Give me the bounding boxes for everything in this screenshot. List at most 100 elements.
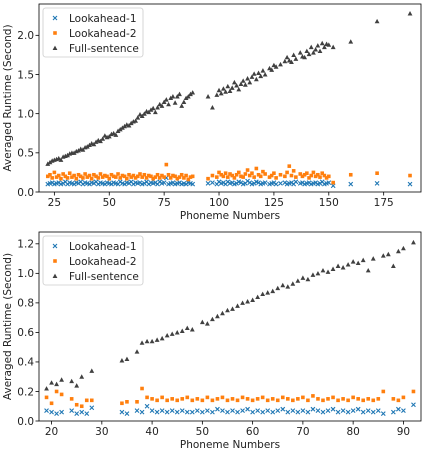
data-point [240,300,245,304]
x-tick-label: 50 [103,197,116,209]
data-point [120,358,125,362]
data-point [246,168,250,172]
data-point [285,284,290,288]
data-point [305,171,309,175]
data-point [351,409,355,413]
data-point [311,407,315,411]
data-point [381,412,385,416]
data-point [371,399,375,403]
data-point [220,311,225,315]
data-point [165,399,169,403]
x-tick-label: 40 [145,426,158,438]
data-point [254,77,259,81]
data-point [68,171,72,175]
y-axis-label: Averaged Runtime (Second) [2,24,14,171]
data-point [179,103,184,107]
data-point [180,173,184,177]
legend-label: Full-sentence [69,43,139,55]
data-point [90,177,94,181]
data-point [327,175,331,179]
data-point [304,49,309,53]
data-point [237,171,241,175]
data-point [215,175,219,179]
data-point [236,399,240,403]
data-point [361,410,365,414]
data-point [185,410,189,414]
data-point [230,306,235,310]
y-tick-label: 0.2 [17,386,34,398]
data-point [260,292,265,296]
data-point [294,180,298,184]
data-point [150,409,154,413]
data-point [96,176,100,180]
data-point [81,176,85,180]
data-point [366,397,370,401]
x-tick-label: 25 [48,197,61,209]
data-point [256,71,261,75]
data-point [74,383,79,387]
chart-2: 20 30 40 50 60 70 80 900.00.20.40.60.81.01.2Pho… [2,232,421,451]
data-point [221,396,225,400]
data-point [120,401,124,405]
data-point [175,330,180,334]
data-point [180,329,185,333]
data-point [170,397,174,401]
data-point [246,397,250,401]
data-point [155,410,159,414]
data-point [177,92,182,96]
data-point [60,410,64,414]
data-point [225,410,229,414]
data-point [366,409,370,413]
data-point [88,174,92,178]
data-point [226,399,230,403]
data-point [298,50,303,54]
data-point [411,240,416,244]
data-point [231,397,235,401]
legend-label: Full-sentence [69,271,139,283]
data-point [408,182,412,186]
data-point [376,397,380,401]
data-point [271,410,275,414]
data-point [331,407,335,411]
data-point [301,396,305,400]
data-point [256,409,260,413]
data-point [320,41,325,45]
data-point [79,374,84,378]
data-point [191,175,195,179]
data-point [261,396,265,400]
data-point [50,410,54,414]
data-point [263,72,268,76]
data-point [206,177,210,181]
x-tick-label: 90 [397,426,410,438]
data-point [391,410,395,414]
data-point [318,175,322,179]
data-point [200,320,205,324]
data-point [83,172,87,176]
data-point [296,410,300,414]
data-point [171,94,176,98]
data-point [316,397,320,401]
data-point [165,410,169,414]
data-point [53,171,57,175]
data-point [70,397,74,401]
chart-1: 25 50 75 100 125 150 175 0.0 0.5 1.0 1.5 2.0 Phoneme… [2,4,421,222]
data-point [261,410,265,414]
y-tick-label: 0.4 [17,357,34,369]
data-point [165,163,169,167]
data-point [211,174,215,178]
data-point [173,100,178,104]
data-point [312,171,316,175]
data-point [326,269,331,273]
data-point [290,174,294,178]
data-point [278,62,283,66]
data-point [150,339,155,343]
data-point [255,167,259,171]
data-point [412,390,416,394]
data-point [266,409,270,413]
data-point [160,336,165,340]
data-point [70,409,74,413]
data-point [195,409,199,413]
data-point [226,175,230,179]
data-point [278,181,282,185]
